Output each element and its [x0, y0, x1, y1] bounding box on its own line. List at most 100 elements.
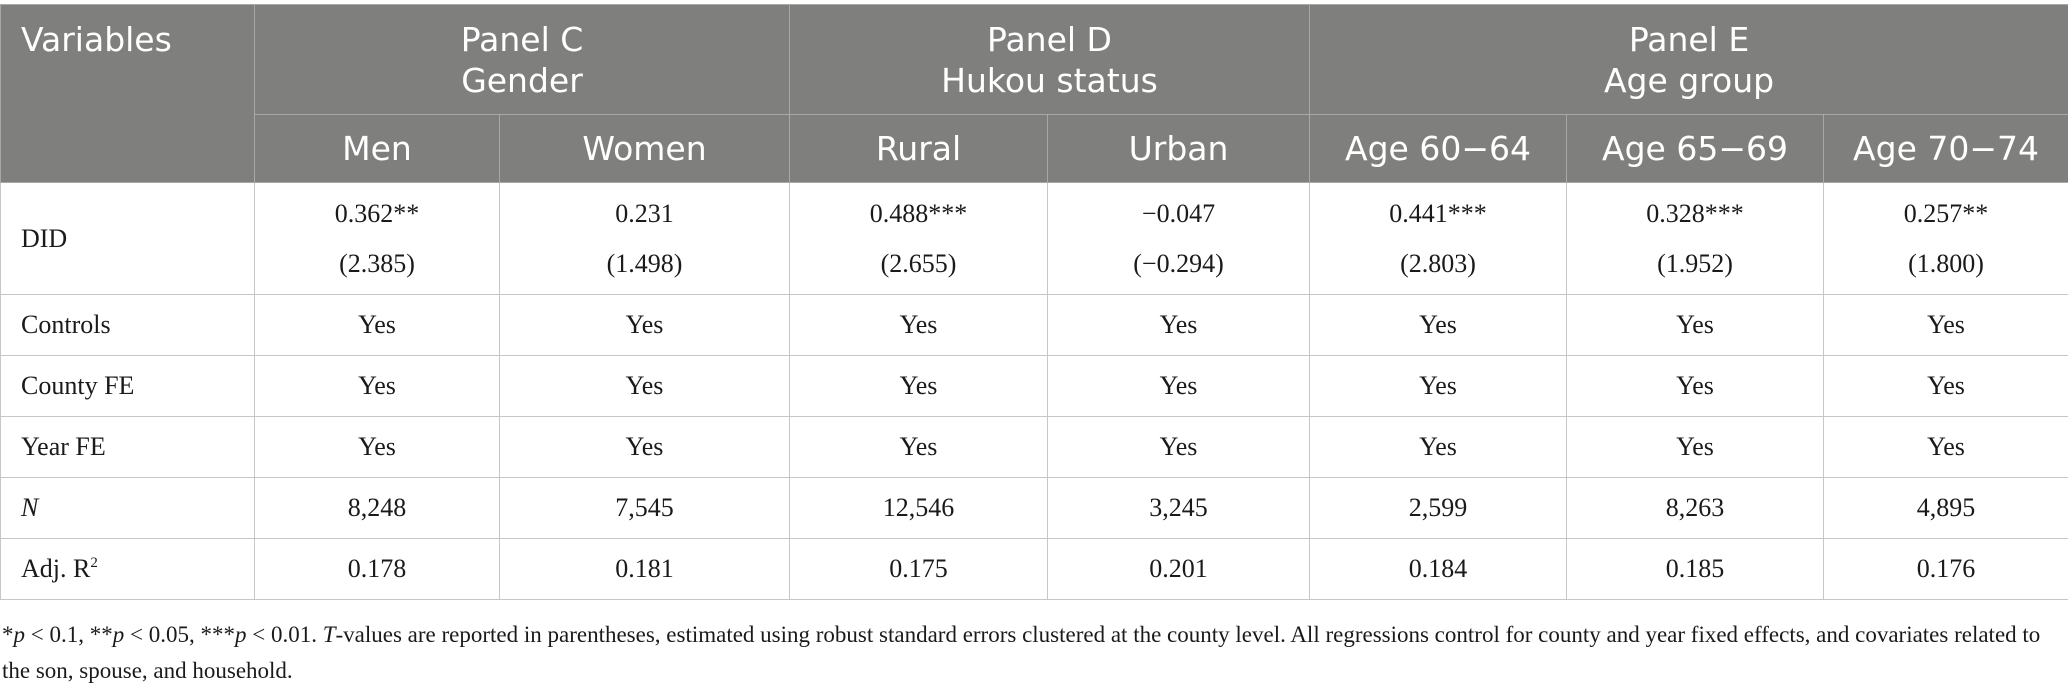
table-cell: 0.185 [1566, 538, 1825, 600]
did-estimate: 0.257** [1903, 198, 1989, 228]
table-row: DID 0.362** (2.385) 0.231 (1.498) 0.488***… [0, 182, 2068, 295]
table-cell: 0.178 [254, 538, 500, 600]
table-cell: Yes [499, 355, 790, 417]
did-estimate: 0.231 [615, 198, 674, 228]
did-cell: −0.047 (−0.294) [1046, 182, 1311, 295]
table-cell: Yes [1046, 294, 1311, 356]
table-row: Controls Yes Yes Yes Yes Yes Yes Yes [0, 294, 2068, 356]
table-cell: Yes [1823, 355, 2068, 417]
column-header-age-65-69: Age 65−69 [1566, 114, 1825, 183]
panel-c-title: Panel C [460, 19, 584, 59]
column-header-men: Men [254, 114, 500, 183]
table-cell: 0.175 [789, 538, 1048, 600]
table-cell: Yes [499, 416, 790, 478]
did-estimate: 0.362** [334, 198, 420, 228]
table-row: Year FE Yes Yes Yes Yes Yes Yes Yes [0, 416, 2068, 478]
table-cell: Yes [789, 355, 1048, 417]
did-cell: 0.231 (1.498) [499, 182, 790, 295]
did-cell: 0.328*** (1.952) [1566, 182, 1825, 295]
table-cell: Yes [1046, 355, 1311, 417]
panel-e-title: Panel E [1628, 19, 1750, 59]
table-cell: 4,895 [1823, 477, 2068, 539]
footnote-part: < 0.01. [246, 622, 323, 647]
panel-d-title: Panel D [987, 19, 1112, 59]
did-t-value: (2.655) [880, 248, 957, 278]
table-cell: 12,546 [789, 477, 1048, 539]
table-cell: Yes [1566, 294, 1825, 356]
table-cell: Yes [1566, 416, 1825, 478]
table-cell: Yes [1823, 294, 2068, 356]
row-label-did: DID [0, 182, 255, 295]
did-t-value: (2.385) [339, 248, 415, 278]
row-label-n-text: N [21, 493, 39, 522]
table-cell: Yes [499, 294, 790, 356]
table-cell: 8,263 [1566, 477, 1825, 539]
table-cell: Yes [1823, 416, 2068, 478]
did-t-value: (1.800) [1908, 248, 1984, 278]
table-cell: 0.181 [499, 538, 790, 600]
table-cell: 3,245 [1046, 477, 1311, 539]
panel-e-header: Panel E Age group [1309, 4, 2068, 115]
did-t-value: (2.803) [1400, 248, 1476, 278]
column-header-rural: Rural [789, 114, 1048, 183]
table-cell: Yes [254, 416, 500, 478]
variables-header: Variables [0, 4, 255, 183]
table-cell: 0.201 [1046, 538, 1311, 600]
table-cell: Yes [1309, 416, 1568, 478]
table-cell: Yes [1309, 355, 1568, 417]
table-cell: Yes [789, 294, 1048, 356]
table-row: N 8,248 7,545 12,546 3,245 2,599 8,263 4… [0, 477, 2068, 539]
table-cell: Yes [789, 416, 1048, 478]
table-cell: Yes [1309, 294, 1568, 356]
row-label-adj-r2: Adj. R2 [0, 538, 255, 600]
did-cell: 0.488*** (2.655) [789, 182, 1048, 295]
footnote-part-italic: T [322, 622, 336, 647]
table-cell: 2,599 [1309, 477, 1568, 539]
did-cell: 0.362** (2.385) [254, 182, 500, 295]
footnote-part: -values are reported in parentheses, est… [2, 622, 2041, 683]
table-cell: 0.176 [1823, 538, 2068, 600]
column-header-age-70-74: Age 70−74 [1823, 114, 2068, 183]
footnote-part-italic: p [234, 622, 247, 647]
column-header-urban: Urban [1046, 114, 1311, 183]
table-cell: 7,545 [499, 477, 790, 539]
footnote-part: * [2, 622, 14, 647]
did-t-value: (−0.294) [1133, 248, 1224, 278]
panel-c-subtitle: Gender [461, 60, 583, 100]
did-estimate: 0.441*** [1389, 198, 1487, 228]
did-estimate: 0.328*** [1646, 198, 1744, 228]
adj-r2-text: Adj. R [21, 554, 91, 583]
row-label-county-fe: County FE [0, 355, 255, 417]
did-cell: 0.441*** (2.803) [1309, 182, 1568, 295]
panel-d-subtitle: Hukou status [941, 60, 1158, 100]
regression-table: Variables Panel C Gender Panel D Hukou s… [0, 4, 2068, 600]
table-footnote: *p < 0.1, **p < 0.05, ***p < 0.01. T-val… [2, 617, 2052, 689]
row-label-controls: Controls [0, 294, 255, 356]
table-cell: Yes [254, 294, 500, 356]
table-row: Adj. R2 0.178 0.181 0.175 0.201 0.184 0.… [0, 538, 2068, 600]
did-cell: 0.257** (1.800) [1823, 182, 2068, 295]
did-t-value: (1.952) [1657, 248, 1733, 278]
table-cell: Yes [1046, 416, 1311, 478]
header-row-columns: Men Women Rural Urban Age 60−64 Age 65−6… [1, 114, 2068, 183]
row-label-n: N [0, 477, 255, 539]
did-t-value: (1.498) [606, 248, 683, 278]
panel-d-header: Panel D Hukou status [788, 4, 1311, 115]
did-estimate: 0.488*** [869, 198, 968, 228]
did-estimate: −0.047 [1141, 198, 1216, 228]
table-cell: 8,248 [254, 477, 500, 539]
header-row-panels: Variables Panel C Gender Panel D Hukou s… [0, 4, 2068, 183]
column-header-women: Women [499, 114, 790, 183]
footnote-part: < 0.1, ** [25, 622, 113, 647]
row-label-year-fe: Year FE [0, 416, 255, 478]
table-cell: Yes [1566, 355, 1825, 417]
panel-c-header: Panel C Gender [254, 4, 790, 115]
footnote-part-italic: p [112, 622, 125, 647]
footnote-part-italic: p [13, 622, 26, 647]
table-cell: Yes [254, 355, 500, 417]
column-header-age-60-64: Age 60−64 [1309, 114, 1568, 183]
panel-e-subtitle: Age group [1603, 60, 1775, 100]
adj-r2-superscript: 2 [90, 555, 98, 571]
table-cell: 0.184 [1309, 538, 1568, 600]
table-row: County FE Yes Yes Yes Yes Yes Yes Yes [0, 355, 2068, 417]
